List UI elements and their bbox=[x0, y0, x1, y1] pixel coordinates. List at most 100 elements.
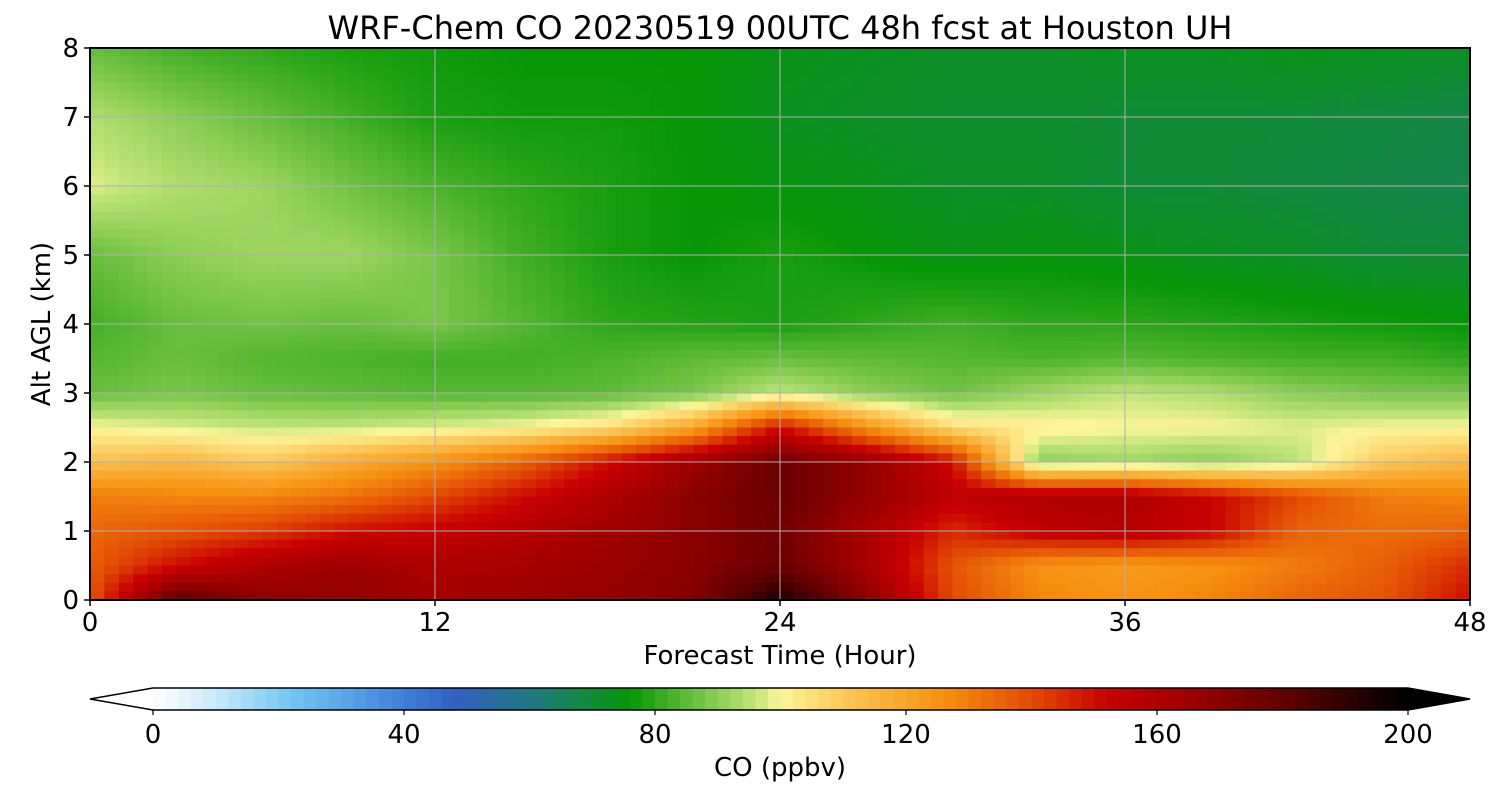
heatmap-cell bbox=[851, 384, 867, 394]
heatmap-cell bbox=[895, 237, 910, 247]
heatmap-cell bbox=[1139, 289, 1155, 299]
heatmap-cell bbox=[377, 177, 393, 187]
heatmap-cell bbox=[650, 375, 666, 385]
heatmap-cell bbox=[938, 177, 954, 187]
heatmap-cell bbox=[391, 142, 407, 153]
heatmap-cell bbox=[147, 65, 163, 75]
heatmap-cell bbox=[995, 82, 1011, 92]
heatmap-cell bbox=[90, 298, 105, 308]
heatmap-cell bbox=[1355, 367, 1370, 377]
heatmap-cell bbox=[1225, 99, 1241, 109]
heatmap-cell bbox=[161, 462, 177, 472]
heatmap-cell bbox=[334, 462, 350, 472]
heatmap-cell bbox=[492, 91, 508, 101]
heatmap-cell bbox=[1383, 142, 1399, 153]
heatmap-cell bbox=[952, 470, 968, 480]
heatmap-cell bbox=[1010, 117, 1025, 127]
heatmap-cell bbox=[377, 470, 393, 480]
heatmap-cell bbox=[693, 142, 709, 153]
heatmap-cell bbox=[1369, 168, 1385, 178]
heatmap-cell bbox=[981, 462, 997, 472]
heatmap-cell bbox=[995, 487, 1011, 498]
heatmap-cell bbox=[205, 91, 220, 101]
heatmap-cell bbox=[808, 220, 824, 230]
heatmap-cell bbox=[219, 384, 235, 394]
heatmap-cell bbox=[104, 99, 120, 109]
heatmap-cell bbox=[895, 470, 910, 480]
heatmap-cell bbox=[866, 142, 882, 153]
heatmap-cell bbox=[320, 436, 335, 446]
heatmap-cell bbox=[1211, 479, 1227, 489]
heatmap-cell bbox=[1182, 298, 1198, 308]
heatmap-cell bbox=[478, 117, 494, 127]
heatmap-cell bbox=[1340, 393, 1356, 403]
heatmap-cell bbox=[952, 289, 968, 299]
heatmap-cell bbox=[880, 367, 896, 377]
heatmap-cell bbox=[952, 375, 968, 385]
heatmap-cell bbox=[1369, 436, 1385, 446]
heatmap-cell bbox=[147, 444, 163, 454]
heatmap-cell bbox=[478, 65, 494, 75]
heatmap-cell bbox=[751, 56, 767, 66]
heatmap-cell bbox=[1355, 125, 1370, 135]
heatmap-cell bbox=[938, 237, 954, 247]
heatmap-cell bbox=[578, 462, 594, 472]
heatmap-cell bbox=[607, 393, 623, 403]
heatmap-cell bbox=[176, 211, 192, 222]
heatmap-cell bbox=[190, 375, 206, 385]
heatmap-cell bbox=[1268, 487, 1284, 498]
heatmap-cell bbox=[1283, 358, 1299, 368]
heatmap-cell bbox=[1153, 142, 1169, 153]
heatmap-cell bbox=[161, 375, 177, 385]
heatmap-cell bbox=[823, 263, 839, 273]
heatmap-cell bbox=[291, 220, 307, 230]
heatmap-cell bbox=[420, 99, 436, 109]
heatmap-cell bbox=[521, 298, 537, 308]
heatmap-cell bbox=[665, 280, 680, 291]
heatmap-cell bbox=[1240, 56, 1255, 66]
heatmap-cell bbox=[938, 418, 954, 429]
heatmap-cell bbox=[1196, 332, 1212, 342]
heatmap-cell bbox=[1081, 134, 1097, 144]
heatmap-cell bbox=[564, 99, 580, 109]
heatmap-cell bbox=[765, 56, 781, 66]
heatmap-cell bbox=[478, 470, 494, 480]
heatmap-cell bbox=[679, 168, 695, 178]
heatmap-cell bbox=[1254, 272, 1270, 282]
heatmap-cell bbox=[1067, 142, 1083, 153]
heatmap-cell bbox=[1311, 349, 1327, 360]
heatmap-cell bbox=[133, 48, 149, 58]
heatmap-cell bbox=[104, 444, 120, 454]
heatmap-cell bbox=[1412, 306, 1428, 316]
heatmap-cell bbox=[981, 453, 997, 463]
heatmap-cell bbox=[463, 48, 479, 58]
heatmap-cell bbox=[808, 393, 824, 403]
heatmap-cell bbox=[938, 73, 954, 84]
heatmap-cell bbox=[205, 306, 220, 316]
heatmap-cell bbox=[521, 82, 537, 92]
heatmap-cell bbox=[650, 263, 666, 273]
heatmap-cell bbox=[1283, 82, 1299, 92]
heatmap-cell bbox=[1369, 91, 1385, 101]
heatmap-cell bbox=[118, 65, 134, 75]
heatmap-cell bbox=[161, 349, 177, 360]
heatmap-cell bbox=[880, 289, 896, 299]
heatmap-cell bbox=[550, 99, 565, 109]
heatmap-cell bbox=[895, 91, 910, 101]
heatmap-cell bbox=[262, 48, 278, 58]
heatmap-cell bbox=[276, 401, 292, 411]
heatmap-cell bbox=[463, 142, 479, 153]
heatmap-cell bbox=[219, 298, 235, 308]
heatmap-cell bbox=[1383, 99, 1399, 109]
heatmap-cell bbox=[765, 444, 781, 454]
heatmap-cell bbox=[233, 384, 249, 394]
heatmap-cell bbox=[391, 151, 407, 161]
heatmap-cell bbox=[377, 117, 393, 127]
heatmap-cell bbox=[104, 453, 120, 463]
heatmap-cell bbox=[147, 367, 163, 377]
heatmap-cell bbox=[348, 177, 364, 187]
heatmap-cell bbox=[147, 315, 163, 325]
heatmap-cell bbox=[262, 272, 278, 282]
heatmap-cell bbox=[219, 91, 235, 101]
heatmap-cell bbox=[1441, 168, 1457, 178]
